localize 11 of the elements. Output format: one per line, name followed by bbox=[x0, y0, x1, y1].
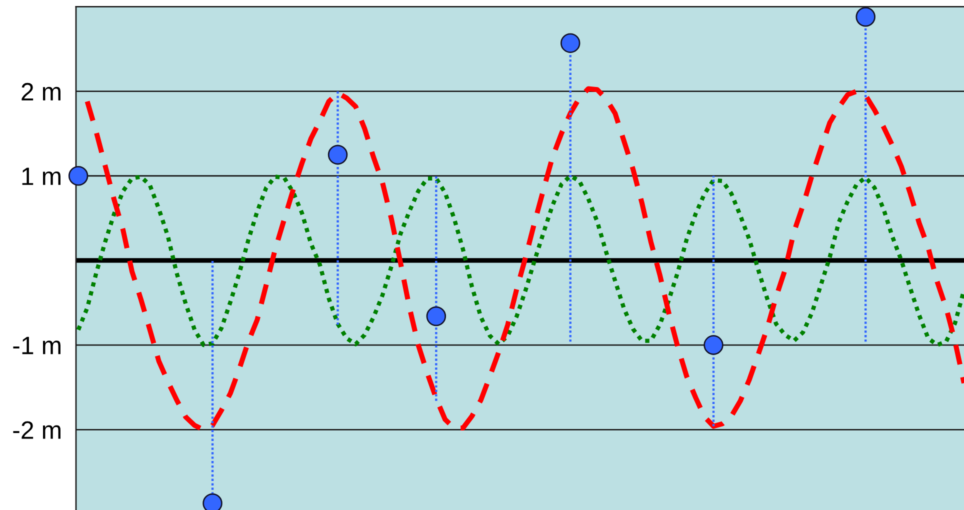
y-tick-label: 2 m bbox=[22, 82, 60, 100]
y-tick-label: 1 m bbox=[22, 168, 60, 185]
point bbox=[68, 166, 88, 186]
point bbox=[426, 306, 446, 326]
point bbox=[328, 144, 348, 165]
point bbox=[560, 33, 580, 53]
line-series bbox=[76, 174, 964, 348]
y-tick-label: -1 m bbox=[13, 336, 60, 354]
y-tick-label: -2 m bbox=[13, 421, 60, 439]
point bbox=[856, 6, 876, 27]
point bbox=[704, 335, 724, 355]
